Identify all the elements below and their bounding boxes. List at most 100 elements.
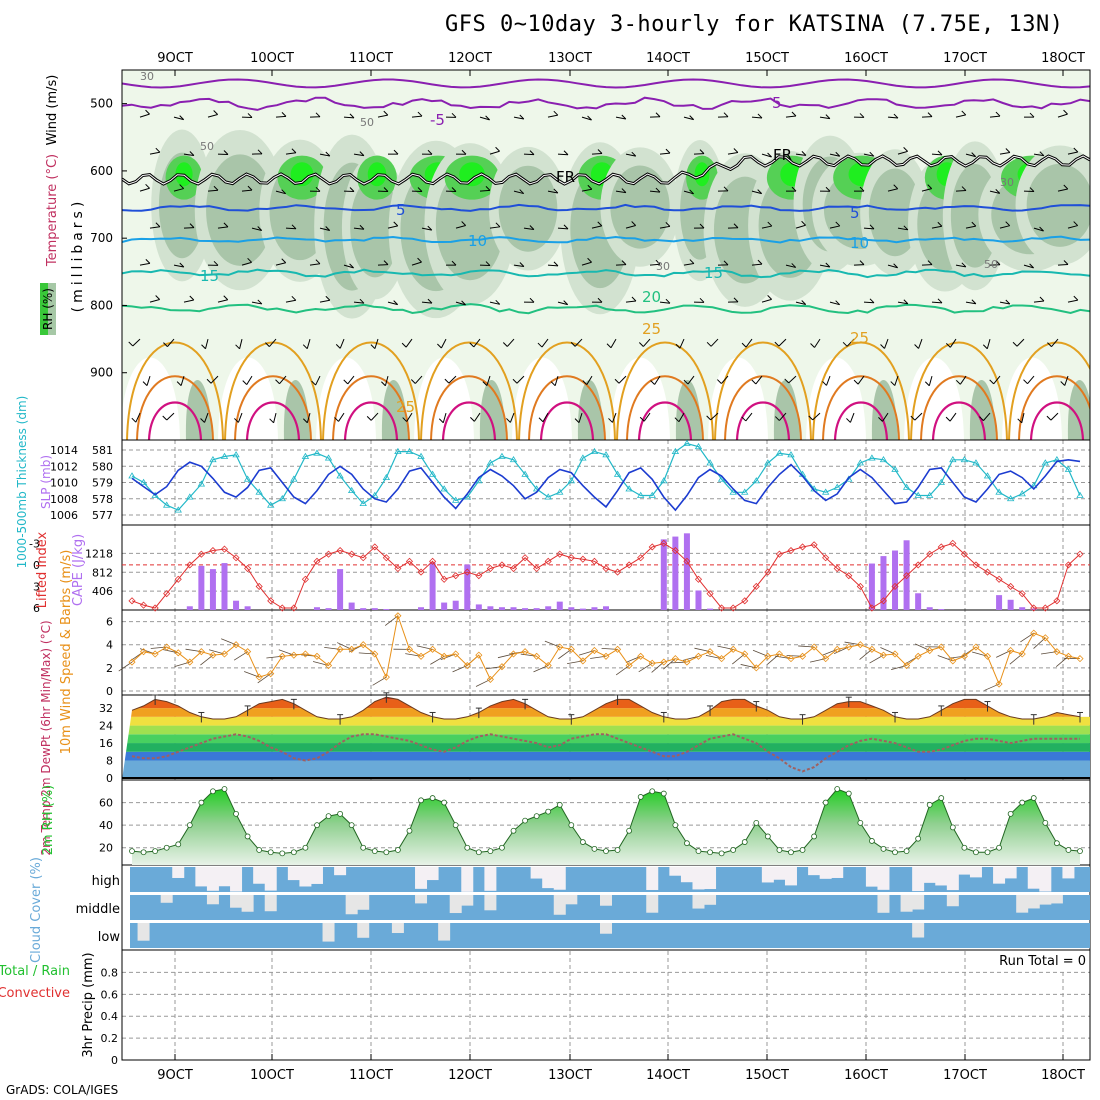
wind-barb [319, 153, 330, 157]
wind-barb-flag [529, 150, 535, 155]
cloud-gap [1050, 895, 1063, 904]
cloud-gap [449, 895, 462, 914]
lifted-index-point [602, 564, 610, 573]
wind-barb [819, 116, 830, 120]
cloud-gap [264, 895, 277, 912]
wind-barb [489, 150, 500, 155]
wind-barb-flag [1005, 221, 1011, 227]
wind-barb [989, 115, 1000, 118]
lifted-index-point [139, 601, 148, 609]
wind-barb [1067, 151, 1078, 155]
x-tick-label-top: 15OCT [745, 51, 789, 66]
wind-barb [207, 113, 218, 118]
rh-axis-label: 2m RH (%) [41, 785, 56, 856]
isotherm-35 [931, 401, 987, 440]
cloud-gap [415, 867, 428, 889]
lifted-index-point [903, 572, 911, 580]
wind-barb [999, 151, 1010, 155]
wind-barb-flag [291, 224, 297, 230]
wind-barb-flag [689, 189, 694, 195]
cape-bar [556, 601, 563, 610]
wind-speed-point [348, 645, 356, 653]
cape-bar [348, 602, 355, 610]
wind-barb-flag [485, 186, 491, 191]
wind-barb-flag [401, 342, 407, 348]
isotherm-label: 10 [850, 234, 869, 252]
wind-speed-point [718, 655, 726, 663]
wind-speed-point [197, 648, 205, 656]
wind-barb [207, 189, 219, 192]
wind-barb [306, 412, 311, 423]
wind-barb-flag [995, 111, 1001, 117]
wind-barb [558, 649, 572, 660]
wind-barb-flag [597, 149, 603, 154]
rh-point [452, 822, 459, 829]
rh-contour-label: 30 [140, 70, 154, 83]
wind-speed-point [590, 646, 599, 655]
rh-point [672, 822, 679, 829]
wind-speed-point [798, 652, 807, 660]
rh-point [464, 844, 471, 851]
cloud-gap [646, 895, 659, 913]
rh-legend-swatch [48, 283, 56, 335]
wind-barb-flag [451, 260, 457, 266]
wind-barb-flag [903, 147, 908, 152]
cloud-gap [334, 867, 347, 876]
lifted-index-point [1030, 604, 1038, 612]
temperature-legend-label: Temperature (°C) [45, 154, 60, 267]
x-tick-label-bottom: 9OCT [157, 1068, 193, 1083]
wind-barb [615, 116, 626, 120]
rh-point [152, 848, 159, 854]
lifted-index-point [324, 550, 333, 558]
wind-barb [732, 653, 745, 665]
lifted-index-point [856, 582, 864, 591]
rh-point [845, 790, 852, 797]
cape-bar [1030, 608, 1037, 610]
thickness-point [625, 485, 633, 492]
wind-barb-flag [971, 221, 977, 227]
lifted-index-point [209, 546, 217, 555]
lifted-index-point [440, 575, 448, 583]
wind-barb-flag [582, 380, 588, 385]
wind-barb [237, 412, 243, 423]
wind-barb [829, 153, 840, 157]
rh-point [383, 849, 390, 856]
wind-barb [146, 375, 151, 386]
cloud-gap [287, 867, 300, 881]
wind-barb-flag [291, 295, 297, 301]
wind-barb [663, 658, 676, 670]
wind-barb-flag [275, 379, 280, 385]
wind-speed-point [1076, 655, 1084, 663]
rh-point [741, 839, 748, 845]
wind-barb [586, 375, 593, 385]
wind-barb-flag [606, 343, 612, 349]
wind-barb [489, 226, 500, 229]
wind-barb-flag [495, 222, 501, 228]
wind-barb [959, 375, 967, 385]
wind-barb-flag [971, 299, 977, 305]
wind-barb [928, 375, 933, 386]
wind-barb [516, 375, 525, 384]
cape-bar [579, 608, 586, 610]
cloud-gap [704, 895, 717, 905]
wind-barb [205, 338, 209, 349]
wind-barb [814, 338, 821, 348]
wind-speed-point [209, 651, 217, 659]
cape-bar [892, 550, 899, 610]
rh-point [903, 848, 910, 854]
wind-speed-point [533, 652, 541, 660]
wind-barb-flag [621, 188, 627, 193]
x-tick-label-top: 17OCT [943, 51, 987, 66]
wind-barb-flag [179, 262, 185, 268]
cloud-gap [946, 895, 959, 907]
lifted-index-point [151, 604, 159, 612]
wind-barb-flag [302, 418, 308, 424]
wind-barb [863, 227, 875, 230]
rh-point [915, 835, 922, 842]
wind-barb [319, 227, 330, 231]
cape-bar [568, 607, 575, 610]
wind-barb-flag [553, 261, 559, 267]
rh-point [880, 845, 887, 852]
wind-barb [547, 114, 558, 118]
wind-speed-point [995, 680, 1003, 688]
